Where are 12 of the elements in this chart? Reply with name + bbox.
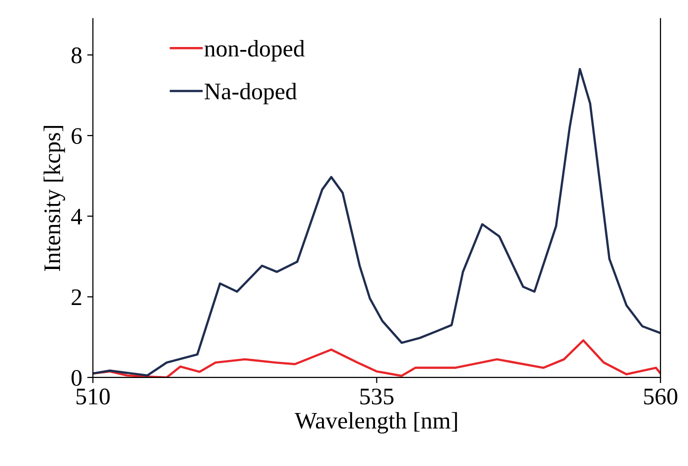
y-tick-label: 2 [72,289,82,306]
y-tick-label: 4 [71,208,82,224]
y-tick-label: 6 [72,128,82,144]
y-axis-title: Intensity [kcps] [44,126,66,271]
legend-label: non-doped [204,40,305,62]
x-axis-title: Wavelength [nm] [294,412,457,434]
x-tick-label: 560 [644,388,678,404]
y-tick-label: 8 [72,47,82,64]
legend-label: Na-doped [204,82,297,104]
x-tick-label: 535 [360,388,394,404]
y-tick-label: 0 [72,370,82,386]
x-tick-label: 510 [76,388,110,404]
